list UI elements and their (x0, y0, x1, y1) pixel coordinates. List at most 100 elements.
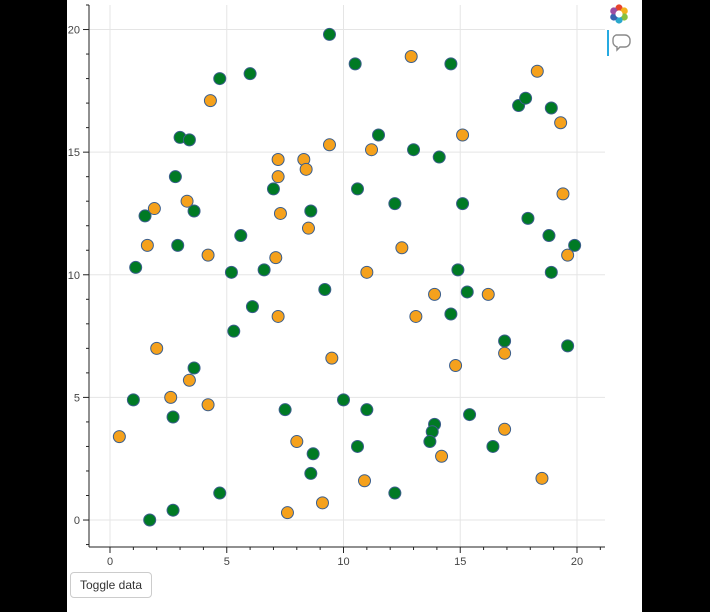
orange-point[interactable] (271, 153, 285, 167)
green-point[interactable] (266, 182, 280, 196)
orange-point[interactable] (269, 251, 283, 265)
orange-point[interactable] (530, 64, 544, 78)
orange-point[interactable] (150, 341, 164, 355)
orange-point[interactable] (201, 248, 215, 262)
green-point[interactable] (486, 439, 500, 453)
green-point[interactable] (257, 263, 271, 277)
green-point[interactable] (318, 282, 332, 296)
orange-point[interactable] (395, 241, 409, 255)
green-point[interactable] (245, 300, 259, 314)
orange-point[interactable] (409, 309, 423, 323)
orange-point[interactable] (273, 206, 287, 220)
orange-point[interactable] (535, 471, 549, 485)
green-point[interactable] (388, 486, 402, 500)
green-point[interactable] (521, 211, 535, 225)
orange-point[interactable] (435, 449, 449, 463)
green-point[interactable] (182, 133, 196, 147)
green-point[interactable] (278, 403, 292, 417)
hover-tool-icon[interactable] (607, 30, 637, 56)
green-point[interactable] (544, 101, 558, 115)
x-tick-label: 20 (571, 556, 583, 568)
green-point[interactable] (243, 67, 257, 81)
orange-point[interactable] (404, 50, 418, 64)
green-point[interactable] (304, 466, 318, 480)
orange-point[interactable] (112, 430, 126, 444)
orange-point[interactable] (449, 359, 463, 373)
green-point[interactable] (234, 229, 248, 243)
green-point[interactable] (304, 204, 318, 218)
orange-point[interactable] (498, 346, 512, 360)
green-point[interactable] (360, 403, 374, 417)
green-point[interactable] (351, 439, 365, 453)
green-point[interactable] (498, 334, 512, 348)
orange-point[interactable] (315, 496, 329, 510)
orange-point[interactable] (290, 435, 304, 449)
green-point[interactable] (444, 57, 458, 71)
orange-point[interactable] (271, 170, 285, 184)
green-point[interactable] (187, 361, 201, 375)
green-point[interactable] (166, 410, 180, 424)
orange-point[interactable] (456, 128, 470, 142)
green-point[interactable] (166, 503, 180, 517)
orange-point[interactable] (147, 202, 161, 216)
orange-point[interactable] (325, 351, 339, 365)
green-point[interactable] (129, 260, 143, 274)
orange-point[interactable] (360, 265, 374, 279)
green-point[interactable] (306, 447, 320, 461)
green-point[interactable] (126, 393, 140, 407)
x-tick-label: 15 (454, 556, 466, 568)
toggle-data-button[interactable]: Toggle data (70, 572, 152, 598)
orange-point[interactable] (280, 506, 294, 520)
axes: 0 5 10 15 20 0 5 10 15 20 (68, 4, 605, 568)
orange-point[interactable] (299, 162, 313, 176)
orange-point[interactable] (203, 94, 217, 108)
green-point[interactable] (463, 408, 477, 422)
green-point[interactable] (519, 91, 533, 105)
orange-point[interactable] (322, 138, 336, 152)
green-point[interactable] (336, 393, 350, 407)
green-point[interactable] (451, 263, 465, 277)
green-point[interactable] (544, 265, 558, 279)
orange-point[interactable] (301, 221, 315, 235)
green-point[interactable] (187, 204, 201, 218)
orange-point[interactable] (556, 187, 570, 201)
green-point[interactable] (348, 57, 362, 71)
orange-point[interactable] (365, 143, 379, 157)
orange-point[interactable] (180, 194, 194, 208)
orange-point[interactable] (182, 373, 196, 387)
orange-point[interactable] (271, 309, 285, 323)
green-point[interactable] (432, 150, 446, 164)
green-point[interactable] (388, 197, 402, 211)
green-point[interactable] (561, 339, 575, 353)
orange-point[interactable] (498, 422, 512, 436)
green-point[interactable] (351, 182, 365, 196)
green-point[interactable] (213, 72, 227, 86)
green-point[interactable] (444, 307, 458, 321)
green-point[interactable] (407, 143, 421, 157)
orange-point[interactable] (201, 398, 215, 412)
x-tick-label: 0 (107, 556, 113, 568)
green-point[interactable] (456, 197, 470, 211)
green-point[interactable] (143, 513, 157, 527)
green-point[interactable] (224, 265, 238, 279)
green-point[interactable] (213, 486, 227, 500)
green-point[interactable] (460, 285, 474, 299)
green-point[interactable] (168, 170, 182, 184)
green-point[interactable] (568, 238, 582, 252)
orange-point[interactable] (481, 287, 495, 301)
orange-point[interactable] (140, 238, 154, 252)
orange-point[interactable] (554, 116, 568, 130)
orange-point[interactable] (358, 474, 372, 488)
green-point[interactable] (372, 128, 386, 142)
orange-point[interactable] (164, 390, 178, 404)
bokeh-logo-icon[interactable] (607, 2, 635, 28)
green-point[interactable] (171, 238, 185, 252)
green-point[interactable] (322, 27, 336, 41)
green-point[interactable] (227, 324, 241, 338)
green-point[interactable] (423, 435, 437, 449)
green-point[interactable] (138, 209, 152, 223)
orange-point[interactable] (428, 287, 442, 301)
green-point[interactable] (542, 229, 556, 243)
orange-point[interactable] (561, 248, 575, 262)
y-tick-label: 5 (74, 392, 80, 404)
